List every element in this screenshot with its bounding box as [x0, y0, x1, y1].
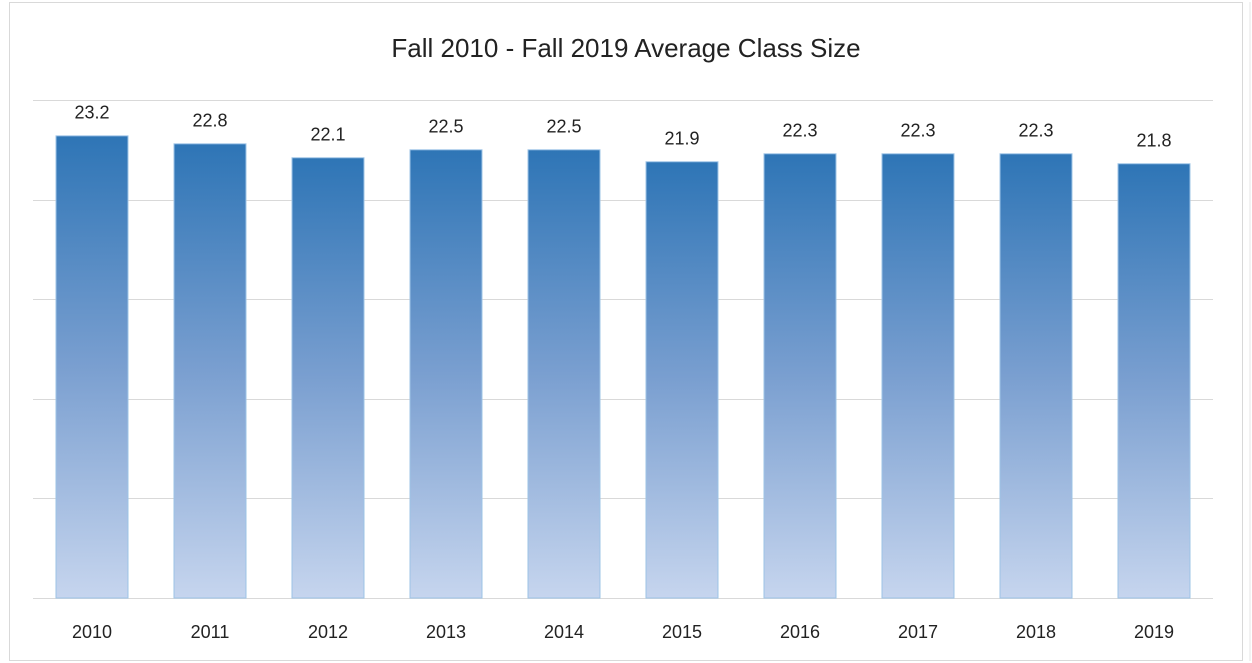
x-tick-label: 2014: [544, 622, 584, 642]
bar: [527, 149, 601, 599]
data-label: 21.9: [664, 129, 699, 149]
x-tick-label: 2016: [780, 622, 820, 642]
bar: [409, 149, 483, 599]
data-label: 22.3: [782, 121, 817, 141]
data-label: 22.3: [1018, 121, 1053, 141]
chart-title: Fall 2010 - Fall 2019 Average Class Size: [391, 33, 860, 63]
bar: [645, 161, 719, 599]
x-tick-label: 2010: [72, 622, 112, 642]
x-tick-label: 2017: [898, 622, 938, 642]
data-label: 22.5: [428, 117, 463, 137]
x-tick-label: 2018: [1016, 622, 1056, 642]
x-tick-label: 2019: [1134, 622, 1174, 642]
x-tick-label: 2011: [191, 622, 230, 642]
x-tick-label: 2015: [662, 622, 702, 642]
data-label: 21.8: [1136, 130, 1171, 150]
bar: [55, 135, 129, 599]
bar: [173, 143, 247, 599]
data-label: 23.2: [74, 103, 109, 123]
x-tick-label: 2012: [308, 622, 348, 642]
bar: [999, 153, 1073, 599]
x-tick-label: 2013: [426, 622, 466, 642]
data-label: 22.8: [192, 111, 227, 131]
data-label: 22.5: [546, 117, 581, 137]
data-label: 22.3: [900, 121, 935, 141]
bar: [881, 153, 955, 599]
data-label: 22.1: [310, 125, 345, 145]
bar: [1117, 163, 1191, 599]
bar: [763, 153, 837, 599]
bar: [291, 157, 365, 599]
